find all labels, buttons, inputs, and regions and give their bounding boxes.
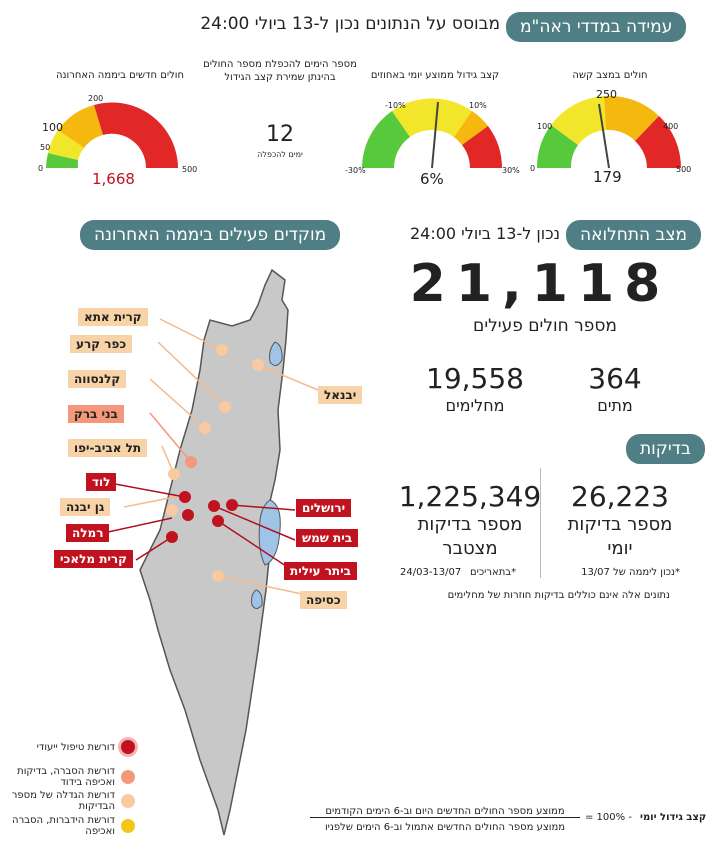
city-jerusalem: ירושלים (296, 499, 352, 517)
header-title: עמידה במדדי ראה"מ (506, 12, 687, 42)
city-kiryat-ata: קרית אתא (78, 308, 148, 326)
cumulative-tests-label-1: מספר בדיקות (417, 514, 523, 535)
legend-row-3: דורשת הגדלה של מספר הבדיקות (10, 790, 135, 812)
israel-map (107, 268, 331, 836)
new-cases-gauge (46, 102, 178, 168)
city-kseifa: כסיפה (300, 591, 347, 609)
deaths-value: 364 (588, 362, 642, 395)
city-kiryat-malachi: קרית מלאכי (54, 550, 133, 568)
city-kalansawe: קלנסווה (68, 370, 127, 388)
severe-gauge-title: חולים במצב קשה (572, 70, 648, 81)
doubling-title: מספר הימים להכפלת מספר החולים בהינתן שמי… (203, 59, 357, 83)
severe-tick-0: 0 (530, 164, 536, 173)
active-cases-label: מספר חולים פעילים (473, 316, 617, 336)
tests-footnote: נתונים אלה אינם כוללים בדיקות חוזרות של … (447, 590, 670, 601)
legend-dot-red (121, 740, 135, 754)
morbidity-date: נכון ל-13 ביולי 24:00 (409, 224, 560, 243)
doubling-value: 12 (266, 122, 294, 147)
deaths-label: מתים (597, 396, 633, 415)
cumulative-tests-label-2: מצטבר (442, 538, 498, 559)
cumulative-tests-dates: 24/03-13/07 (400, 567, 462, 578)
recovered-label: מחלימים (445, 396, 505, 415)
severe-gauge-value: 179 (593, 168, 622, 186)
gauges-area (46, 95, 682, 169)
severe-tick-250: 250 (596, 88, 617, 101)
city-lod: לוד (86, 473, 117, 491)
daily-tests-label-1: מספר בדיקות (567, 514, 673, 535)
cumulative-tests-note: *בתאריכים (470, 567, 517, 578)
city-gan-yavne: גן יבנה (60, 498, 111, 516)
legend-dot-peach (121, 794, 135, 808)
growth-gauge (362, 98, 502, 169)
recovered-value: 19,558 (426, 362, 524, 395)
severe-tick-400: 400 (663, 122, 679, 131)
new-cases-tick-50: 50 (40, 143, 51, 152)
active-cases-value: 21,118 (409, 254, 671, 314)
growth-tick-10: 10% (469, 101, 487, 110)
legend-label-3: דורשת הגדלה של מספר הבדיקות (11, 790, 115, 812)
cumulative-tests-value: 1,225,349 (398, 480, 542, 513)
legend-dot-salmon (121, 770, 135, 784)
severe-gauge (536, 95, 682, 169)
formula-label: קצב גידול יומי (640, 812, 707, 823)
morbidity-pill: מצב התחלואה (566, 220, 702, 250)
growth-tick-m30: -30% (345, 166, 366, 175)
city-beitar-illit: ביתר עילית (284, 562, 357, 580)
city-kfar-kara: כפר קרע (70, 335, 133, 353)
city-yanuh: יבנאל (318, 386, 363, 404)
tests-pill: בדיקות (626, 434, 705, 464)
legend-row-4: דורשת הידברות, הסברה ואכיפה (10, 815, 135, 837)
growth-gauge-value: 6% (420, 170, 444, 188)
new-cases-gauge-title: חולים חדשים ביממה האחרונה (55, 70, 185, 81)
doubling-unit: ימים להכפלה (257, 150, 303, 159)
new-cases-tick-500: 500 (182, 165, 198, 174)
daily-tests-note: *נכון ליממה של 13/07 (581, 567, 680, 578)
daily-tests-label-2: יומי (607, 538, 633, 559)
formula-denominator: ממוצע מספר החולים החדשים אתמול וב-6 הימי… (324, 822, 566, 833)
growth-tick-m10: -10% (385, 101, 406, 110)
city-ramla: רמלה (66, 524, 110, 542)
legend-label-2: דורשת הסברה, בדיקות ואכיפה בידוד (17, 766, 115, 788)
new-cases-gauge-value: 1,668 (92, 170, 135, 188)
new-cases-tick-200: 200 (88, 94, 104, 103)
formula-eq: = 100% - (585, 812, 632, 823)
hotspots-pill: מוקדים פעילים ביממה האחרונה (80, 220, 341, 250)
new-cases-tick-0: 0 (38, 164, 44, 173)
legend-label-4: דורשת הידברות, הסברה ואכיפה (12, 815, 115, 837)
formula-numerator: ממוצע מספר החולים החדשים היום וב-6 הימים… (310, 806, 580, 818)
growth-gauge-title: קצב גידול ממוצע יומי באחוזים (370, 70, 500, 81)
growth-tick-30: 30% (502, 166, 520, 175)
header-subtitle: מבוסס על הנתונים נכון ל-13 ביולי 24:00 (200, 14, 500, 34)
legend-label-1: דורשת טיפול ייעודי (36, 741, 115, 753)
legend-row-1: דורשת טיפול ייעודי (10, 740, 135, 754)
tests-divider (540, 468, 541, 578)
city-beit-shemesh: בית שמש (296, 529, 359, 547)
daily-tests-value: 26,223 (571, 480, 669, 513)
new-cases-tick-100: 100 (42, 121, 63, 134)
city-tel-aviv: תל אביב-יפו (68, 439, 148, 457)
city-bnei-brak: בני ברק (68, 405, 124, 423)
legend-dot-yellow (121, 819, 135, 833)
severe-tick-100: 100 (537, 122, 553, 131)
legend-row-2: דורשת הסברה, בדיקות ואכיפה בידוד (10, 766, 135, 788)
severe-tick-500: 500 (676, 165, 692, 174)
hotspot-dots (166, 344, 264, 582)
